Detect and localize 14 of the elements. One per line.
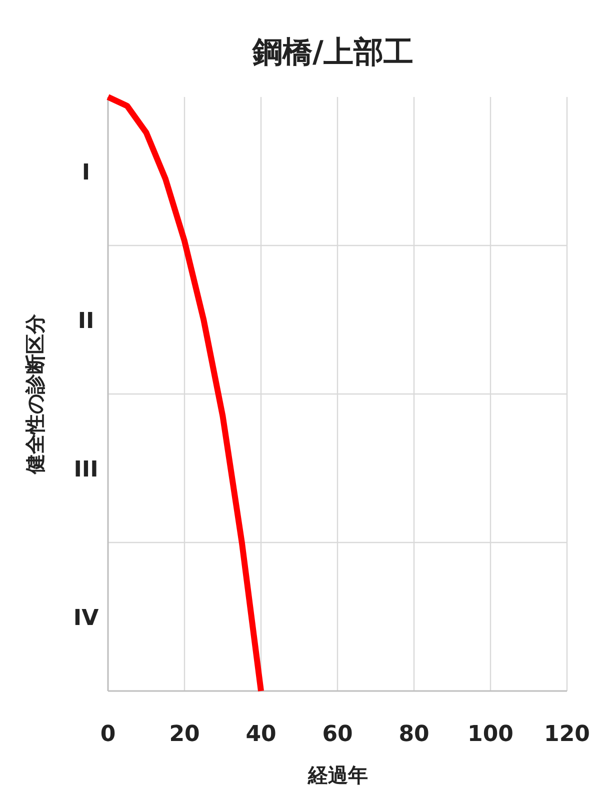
x-tick-label: 20: [169, 722, 200, 747]
text: III: [74, 457, 98, 482]
text: IV: [73, 606, 99, 631]
text: II: [78, 308, 94, 334]
text: I: [82, 160, 90, 186]
x-tick-label: 40: [246, 722, 276, 747]
x-tick-label: 120: [544, 722, 590, 747]
x-axis-title: 経過年: [307, 763, 368, 787]
chart-title: 鋼橋/上部工: [252, 35, 414, 70]
y-axis-title: 健全性の診断区分: [23, 313, 47, 475]
x-tick-label: 80: [398, 722, 430, 747]
x-tick-label: 0: [100, 722, 116, 747]
x-tick-label: 100: [468, 722, 514, 747]
x-tick-label: 60: [322, 722, 353, 747]
